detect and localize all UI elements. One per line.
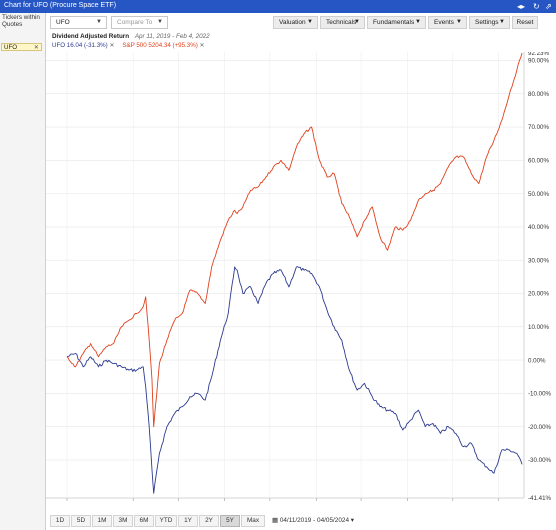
y-tick-label: 30.00% [528, 257, 549, 264]
period-button-5d[interactable]: 5D [71, 515, 91, 527]
chart-toolbar: UFO ▼ Compare To ▼ Valuation ▼ Technicals… [46, 15, 556, 32]
events-menu-button[interactable]: Events ▼ [428, 16, 467, 29]
price-chart[interactable]: 92.23% 90.00% 80.00% 70.00% 60.00% 50.00% 40.0… [46, 45, 556, 511]
popout-icon[interactable]: ⇗ [545, 2, 552, 11]
y-tick-label: 92.23% [528, 52, 549, 57]
chart-grid [46, 52, 525, 501]
chevron-down-icon: ▼ [157, 19, 163, 25]
chevron-down-icon: ▾ [350, 517, 355, 524]
events-label: Events [434, 19, 454, 26]
period-button-6m[interactable]: 6M [134, 515, 154, 527]
fundamentals-label: Fundamentals [373, 19, 415, 26]
reset-button[interactable]: Reset [512, 16, 538, 29]
symbol-select[interactable]: UFO ▼ [50, 16, 107, 29]
date-range-picker[interactable]: ▦ 04/11/2019 - 04/05/2024 ▾ [272, 515, 354, 527]
series-line-sp500 [66, 52, 523, 428]
refresh-icon[interactable]: ↻ [533, 2, 540, 11]
y-tick-label: -41.41% [528, 495, 552, 502]
period-button-max[interactable]: Max [241, 515, 265, 527]
y-tick-label: 70.00% [528, 124, 549, 131]
period-button-1d[interactable]: 1D [50, 515, 70, 527]
window-title: Chart for UFO (Procure Space ETF) [4, 2, 117, 9]
sidebar-header: Tickers within Quotes [2, 14, 40, 28]
window-titlebar: Chart for UFO (Procure Space ETF) ◂▸ ↻ ⇗ [0, 0, 556, 13]
expand-icon[interactable]: ◂▸ [517, 2, 526, 11]
y-tick-label: -10.00% [528, 391, 552, 398]
chevron-down-icon: ▼ [499, 19, 505, 25]
remove-ufo-icon[interactable]: ✕ [109, 42, 115, 49]
y-tick-label: 10.00% [528, 324, 549, 331]
technicals-label: Technicals [326, 19, 357, 26]
y-tick-label: 40.00% [528, 224, 549, 231]
y-tick-label: -20.00% [528, 424, 552, 431]
legend-ufo: UFO 16.04 (-31.3%) [52, 42, 108, 49]
tickers-sidebar: Tickers within Quotes UFO ✕ [0, 13, 46, 530]
y-tick-label: 60.00% [528, 158, 549, 165]
chevron-down-icon: ▼ [96, 19, 102, 25]
y-tick-label: 50.00% [528, 191, 549, 198]
chart-legend: UFO 16.04 (-31.3%) ✕ S&P 500 5204.34 (+9… [52, 42, 205, 49]
compare-placeholder: Compare To [117, 19, 153, 26]
return-mode: Dividend Adjusted Return [52, 33, 130, 40]
period-button-1m[interactable]: 1M [92, 515, 112, 527]
valuation-menu-button[interactable]: Valuation ▼ [273, 16, 318, 29]
y-tick-label: 20.00% [528, 291, 549, 298]
y-tick-label: 80.00% [528, 91, 549, 98]
y-tick-label: -30.00% [528, 457, 552, 464]
chart-lines [66, 52, 523, 494]
y-tick-label: 90.00% [528, 58, 549, 65]
date-range-text: Apr 11, 2019 - Feb 4, 2022 [134, 33, 210, 40]
settings-label: Settings [475, 19, 499, 26]
chevron-down-icon: ▼ [415, 19, 421, 25]
remove-sp500-icon[interactable]: ✕ [199, 42, 205, 49]
period-button-2y[interactable]: 2Y [199, 515, 219, 527]
chart-svg: 92.23%90.00% 80.00% 70.00% 60.00% 50.00% 40.0… [46, 45, 552, 511]
ticker-label: UFO [4, 44, 18, 51]
period-button-3m[interactable]: 3M [113, 515, 133, 527]
chevron-down-icon: ▼ [307, 19, 313, 25]
chart-info: Dividend Adjusted Return Apr 11, 2019 - … [52, 33, 210, 40]
remove-ticker-icon[interactable]: ✕ [33, 44, 39, 51]
period-button-ytd[interactable]: YTD [155, 515, 177, 527]
valuation-label: Valuation [279, 19, 306, 26]
legend-sp500: S&P 500 5204.34 (+95.3%) [122, 42, 198, 49]
settings-menu-button[interactable]: Settings ▼ [469, 16, 510, 29]
series-line-ufo [66, 266, 523, 494]
calendar-icon: ▦ [272, 517, 279, 524]
period-bar: 1D 5D 1M 3M 6M YTD 1Y 2Y 5Y Max ▦ 04/11/2019 - 04… [46, 515, 556, 529]
chevron-down-icon: ▼ [354, 19, 360, 25]
period-button-1y[interactable]: 1Y [178, 515, 198, 527]
fundamentals-menu-button[interactable]: Fundamentals ▼ [367, 16, 426, 29]
technicals-menu-button[interactable]: Technicals ▼ [320, 16, 365, 29]
y-tick-label: 0.00% [528, 357, 546, 364]
sidebar-ticker-ufo[interactable]: UFO ✕ [1, 43, 42, 51]
period-button-5y[interactable]: 5Y [220, 515, 240, 527]
symbol-value: UFO [56, 19, 70, 26]
compare-select[interactable]: Compare To ▼ [111, 16, 168, 29]
date-range-value: 04/11/2019 - 04/05/2024 [279, 517, 350, 524]
y-axis-labels: 92.23%90.00% 80.00% 70.00% 60.00% 50.00% 40.0… [528, 50, 552, 502]
chevron-down-icon: ▼ [456, 19, 462, 25]
